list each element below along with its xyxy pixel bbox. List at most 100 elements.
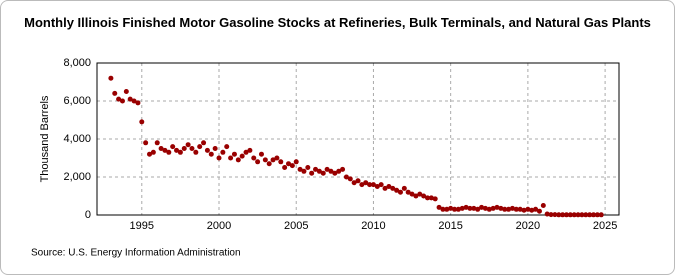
x-tick-label: 2005 [284, 220, 308, 232]
x-tick-label: 2025 [593, 220, 617, 232]
data-point [324, 166, 330, 172]
data-point [340, 166, 346, 172]
data-point [216, 155, 222, 161]
data-point [594, 212, 600, 218]
data-point [556, 212, 562, 218]
data-point [494, 204, 500, 210]
x-tick-label: 2015 [438, 220, 462, 232]
data-point [482, 205, 488, 211]
data-point [320, 170, 326, 176]
data-point [413, 193, 419, 199]
data-point [193, 149, 199, 155]
data-point [424, 195, 430, 201]
x-tick-label: 2000 [207, 220, 231, 232]
data-point [390, 185, 396, 191]
data-point [548, 212, 554, 218]
data-point [498, 205, 504, 211]
y-tick-label: 8,000 [63, 57, 91, 69]
data-point [401, 185, 407, 191]
data-point [116, 96, 122, 102]
data-point [162, 147, 168, 153]
data-point [529, 207, 535, 213]
data-point [583, 212, 589, 218]
data-point [131, 98, 137, 104]
data-point [455, 206, 461, 212]
data-point [282, 165, 288, 170]
y-axis-label: Thousand Barrels [39, 95, 51, 182]
data-point [251, 155, 257, 161]
data-point [571, 212, 577, 218]
data-point [540, 203, 546, 208]
data-point [432, 196, 438, 202]
data-point [147, 151, 153, 157]
data-point [266, 161, 272, 167]
data-point [533, 206, 539, 212]
data-point [598, 212, 604, 218]
data-point [247, 147, 253, 153]
data-point [513, 206, 519, 212]
source-note: Source: U.S. Energy Information Administ… [31, 248, 241, 259]
data-point [208, 151, 214, 157]
data-point [112, 90, 118, 96]
data-point [127, 96, 133, 102]
data-point [262, 157, 268, 163]
data-point [135, 100, 141, 106]
data-point [506, 206, 512, 212]
data-point [270, 157, 276, 163]
data-point [409, 191, 415, 197]
data-point [521, 207, 527, 213]
data-point [552, 212, 558, 218]
data-point [544, 211, 550, 217]
data-point [359, 182, 365, 188]
data-point [278, 159, 284, 165]
data-point [397, 189, 403, 195]
data-point [563, 212, 569, 218]
data-point [154, 140, 160, 146]
data-point [502, 206, 508, 212]
data-point [421, 193, 427, 199]
data-point [293, 159, 299, 165]
data-point [305, 165, 311, 170]
data-point [525, 206, 531, 212]
data-point [166, 149, 172, 155]
data-point [212, 146, 218, 151]
data-point [158, 146, 164, 151]
data-point [575, 212, 581, 218]
data-point [471, 205, 477, 211]
data-point [181, 146, 187, 151]
data-point [486, 206, 492, 212]
data-point [228, 155, 234, 161]
data-point [417, 191, 423, 197]
data-point [591, 212, 597, 218]
data-point [177, 149, 183, 155]
plot-frame [96, 62, 620, 216]
data-point [343, 174, 349, 180]
data-point [444, 206, 450, 212]
data-point [235, 157, 241, 163]
data-point [452, 206, 458, 212]
data-point [174, 147, 180, 153]
data-point [367, 182, 373, 188]
data-point [258, 151, 264, 157]
data-point [204, 147, 210, 153]
data-point [378, 182, 384, 188]
data-point [463, 204, 469, 210]
data-point [301, 168, 307, 174]
data-point [363, 180, 369, 186]
data-point [436, 204, 442, 210]
data-point [336, 168, 342, 174]
x-tick-label: 2020 [516, 220, 540, 232]
data-point [587, 212, 593, 218]
data-point [119, 98, 125, 104]
data-point [405, 189, 411, 195]
data-point [374, 184, 380, 189]
data-point [440, 206, 446, 212]
chart-title: Monthly Illinois Finished Motor Gasoline… [24, 15, 651, 30]
data-point [108, 75, 114, 81]
data-point [479, 204, 485, 210]
data-point [328, 168, 334, 174]
data-point [255, 159, 261, 165]
data-point [428, 195, 434, 201]
